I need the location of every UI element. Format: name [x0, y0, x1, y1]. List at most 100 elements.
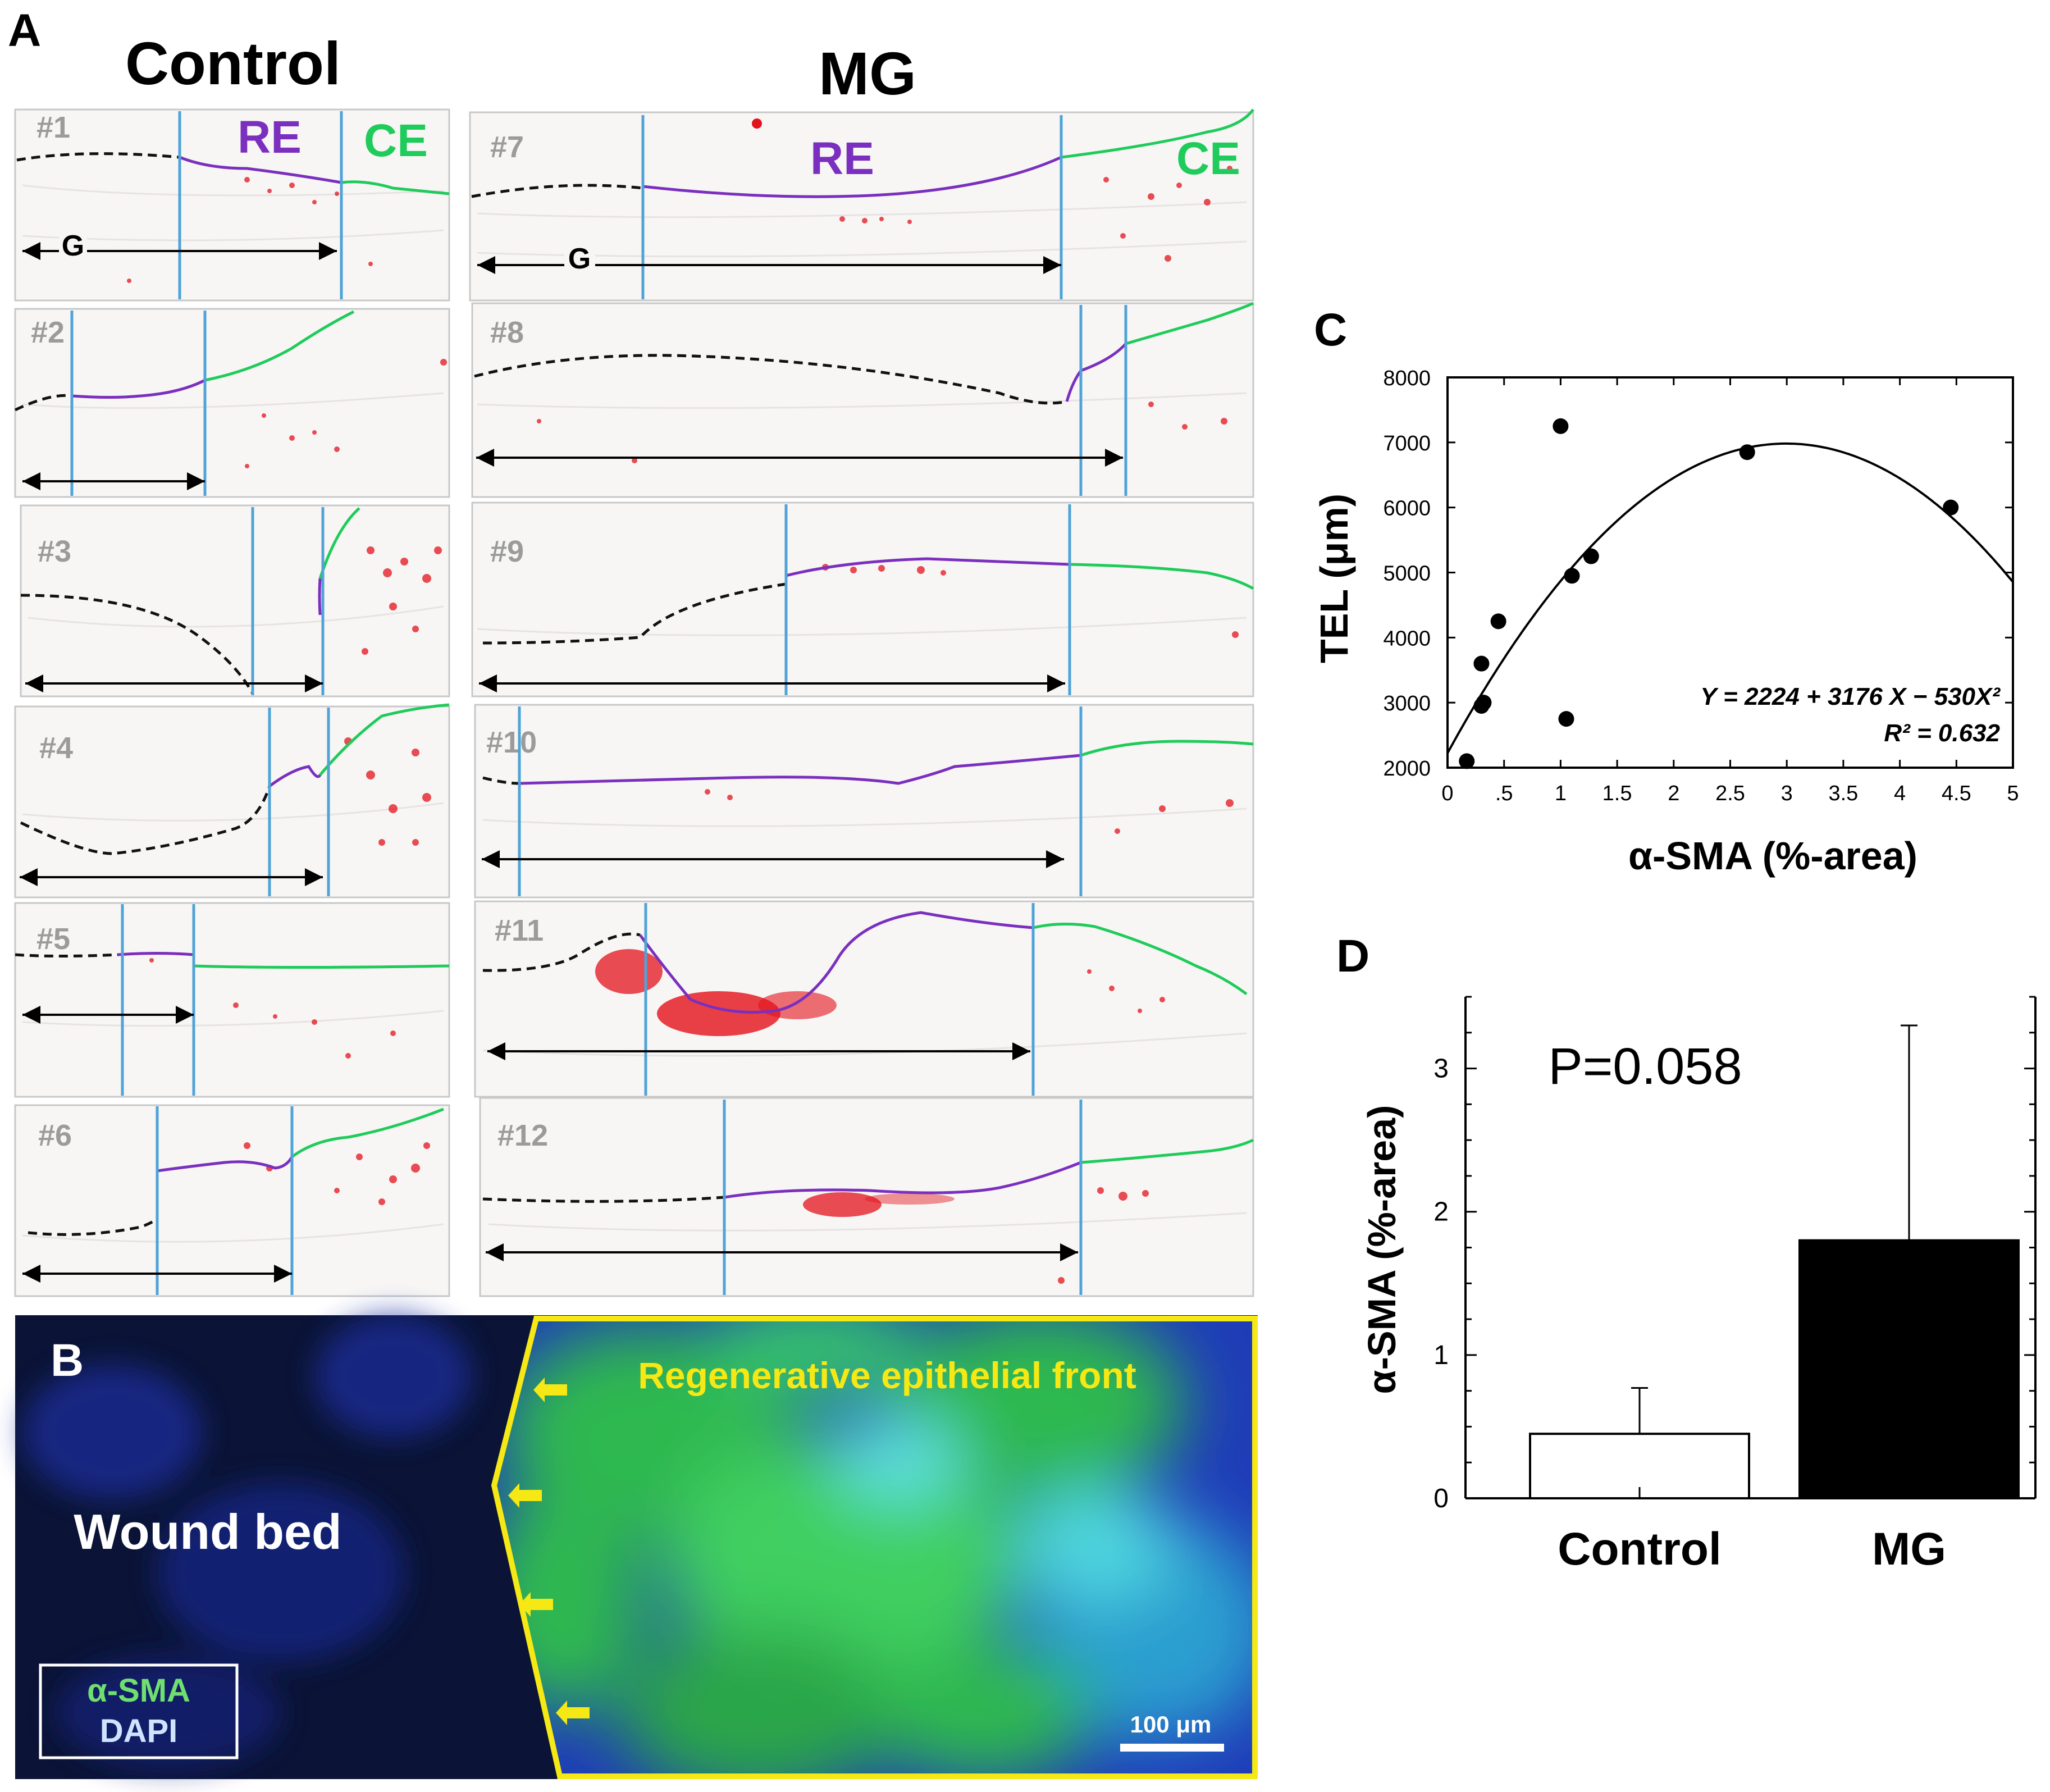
category-label: Control	[1558, 1524, 1721, 1575]
scatter-point	[1943, 499, 1959, 516]
y-tick-label: 7000	[1383, 432, 1431, 455]
section-label: #1	[36, 111, 70, 144]
section-label: #4	[39, 731, 73, 765]
section-label: #6	[38, 1119, 72, 1152]
y-tick-label: 5000	[1383, 562, 1431, 586]
control-heading: Control	[125, 29, 341, 97]
scatter-point	[1476, 695, 1492, 711]
x-tick-label: 4.5	[1942, 782, 1971, 805]
y-tick-label: 1	[1433, 1340, 1449, 1370]
legend-sma: α-SMA	[87, 1672, 190, 1709]
scatter-point	[1558, 711, 1574, 727]
panel-d-chart: D α-SMA (%-area) P=0.058 0 1 2 3 Control MG	[1336, 931, 2037, 1575]
scatter-point	[1553, 418, 1569, 434]
y-tick-label: 0	[1433, 1484, 1449, 1513]
bar-mg	[1798, 1239, 2020, 1500]
x-tick-label: 5	[2007, 782, 2019, 805]
section-label: #11	[495, 914, 544, 947]
y-tick-label: 3000	[1383, 692, 1431, 715]
y-tick-label: 2	[1433, 1197, 1449, 1227]
arrow-left-icon	[556, 1700, 590, 1725]
x-tick-label: 1.5	[1602, 782, 1632, 805]
re-lines	[71, 156, 1127, 1199]
section-1-frame	[14, 108, 450, 302]
section-label: #8	[490, 316, 524, 349]
front-arrows	[508, 1378, 590, 1725]
y-tick-label: 6000	[1383, 497, 1431, 521]
stain-legend-box	[39, 1663, 239, 1759]
panel-b-image	[15, 1314, 1258, 1779]
panel-d-letter: D	[1336, 931, 1369, 982]
ce-lines	[193, 108, 1255, 1164]
scatter-point	[1459, 753, 1475, 769]
x-tick-label: 0	[1441, 782, 1453, 805]
y-tick-label: 8000	[1383, 367, 1431, 390]
g-label-mg: G	[568, 243, 591, 275]
scatter-point	[1564, 568, 1580, 584]
panel-c-chart: C α-SMA (%-area) TEL (μm) 0 .5 1 1.5 2 2.5 3 3.…	[1312, 304, 2019, 878]
fit-equation: Y = 2224 + 3176 X − 530X²	[1700, 683, 2001, 710]
wound-bed-lines	[14, 152, 1067, 1236]
section-11-frame	[474, 900, 1254, 1098]
section-3-frame	[20, 504, 450, 697]
g-label-bg	[564, 244, 595, 284]
section-label: #5	[36, 922, 70, 956]
scatter-point	[1739, 444, 1755, 460]
y-tick-label: 3	[1433, 1054, 1449, 1084]
legend-dapi: DAPI	[100, 1713, 178, 1749]
scale-bar-label: 100 μm	[1130, 1711, 1212, 1738]
ce-label-control: CE	[364, 115, 428, 166]
ce-label-mg: CE	[1176, 133, 1240, 184]
front-outline	[491, 1316, 1258, 1779]
x-tick-label: 4	[1894, 782, 1906, 805]
section-label: #7	[490, 130, 524, 164]
fit-curve	[1446, 442, 2014, 754]
scatter-point	[1583, 548, 1599, 564]
scale-bar	[1120, 1744, 1224, 1752]
y-axis-label: α-SMA (%-area)	[1360, 1105, 1404, 1394]
section-5-frame	[14, 902, 450, 1098]
wound-bed-label: Wound bed	[74, 1504, 341, 1560]
fit-r2: R² = 0.632	[1884, 719, 2000, 747]
arrow-left-icon	[533, 1378, 567, 1402]
section-label: #9	[490, 535, 524, 568]
section-labels: #1 #2 #3 #4 #5 #6 #7 #8 #9 #10 #11 #12	[31, 111, 548, 1152]
section-frames	[14, 108, 1254, 1297]
section-label: #2	[31, 316, 65, 349]
panel-a-letter: A	[8, 5, 41, 56]
section-label: #10	[486, 726, 537, 759]
arrow-left-icon	[519, 1592, 553, 1617]
section-label: #12	[497, 1119, 548, 1152]
section-4-frame	[14, 705, 450, 899]
wound-bed-nuclei	[22, 1314, 472, 1769]
x-tick-label: 1	[1555, 782, 1567, 805]
g-label-control: G	[62, 230, 84, 262]
p-value-annotation: P=0.058	[1548, 1038, 1742, 1095]
section-6-frame	[14, 1104, 450, 1297]
x-axis-label: α-SMA (%-area)	[1628, 834, 1917, 878]
x-tick-label: 2.5	[1715, 782, 1745, 805]
section-2-frame	[14, 308, 450, 498]
section-10-frame	[474, 704, 1254, 899]
panel-b-letter: B	[51, 1335, 84, 1386]
arrow-left-icon	[508, 1483, 542, 1508]
scatter-point	[1473, 655, 1490, 672]
g-label-bg	[59, 230, 87, 270]
section-9-frame	[471, 501, 1254, 697]
mg-heading: MG	[819, 39, 916, 107]
x-tick-label: 2	[1668, 782, 1679, 805]
re-label-control: RE	[238, 112, 302, 163]
front-label: Regenerative epithelial front	[638, 1355, 1136, 1396]
y-axis-label: TEL (μm)	[1312, 494, 1356, 663]
panel-c-letter: C	[1314, 304, 1347, 355]
section-8-frame	[471, 302, 1254, 498]
category-label: MG	[1872, 1524, 1946, 1575]
x-tick-label: 3.5	[1828, 782, 1858, 805]
re-label-mg: RE	[810, 133, 874, 184]
x-tick-label: .5	[1495, 782, 1513, 805]
scatter-point	[1490, 613, 1506, 630]
x-tick-label: 3	[1781, 782, 1793, 805]
section-label: #3	[38, 535, 71, 568]
y-tick-label: 2000	[1383, 757, 1431, 781]
